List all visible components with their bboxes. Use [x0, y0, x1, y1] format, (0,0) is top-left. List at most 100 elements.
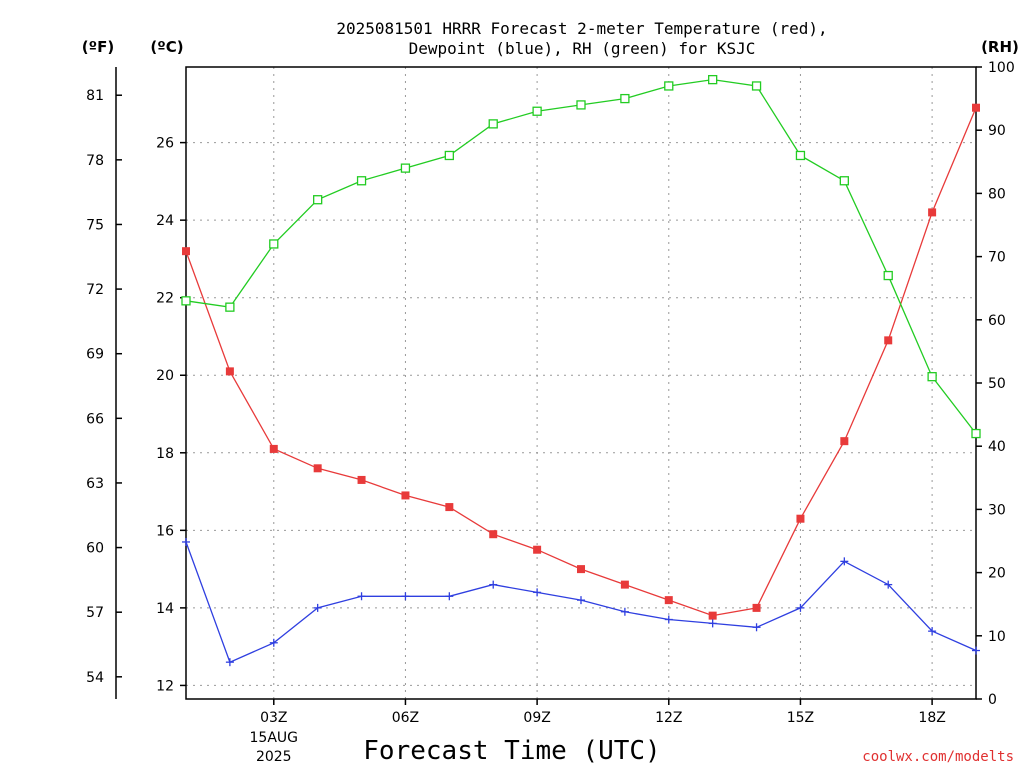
dewpoint-point — [928, 627, 937, 636]
x-tick-label: 12Z — [655, 710, 682, 726]
temperature-series — [182, 103, 980, 620]
dewpoint-series — [182, 537, 980, 667]
rh-unit-label: (RH) — [981, 38, 1019, 56]
dewpoint-point — [401, 592, 410, 601]
celsius-tick-label: 12 — [156, 678, 174, 694]
dewpoint-point — [840, 557, 849, 566]
celsius-tick-label: 18 — [156, 446, 174, 462]
rh-point — [971, 428, 981, 439]
celsius-tick-label: 16 — [156, 523, 174, 539]
rh-point — [532, 106, 542, 116]
rh-tick-label: 90 — [988, 123, 1006, 139]
fahrenheit-tick-label: 78 — [86, 153, 104, 169]
rh-line — [185, 78, 977, 434]
temperature-point — [577, 565, 585, 574]
dewpoint-point — [620, 607, 629, 616]
rh-tick-label: 10 — [988, 629, 1006, 645]
temperature-point — [752, 603, 761, 612]
dewpoint-point — [752, 623, 761, 632]
rh-series — [181, 74, 981, 439]
plot-frame — [185, 66, 977, 700]
celsius-tick-label: 14 — [156, 601, 174, 617]
temperature-point — [533, 545, 542, 554]
dewpoint-point — [489, 580, 498, 589]
fahrenheit-tick-label: 57 — [86, 605, 104, 621]
dewpoint-point — [972, 646, 980, 655]
rh-point — [927, 372, 937, 382]
rh-point — [181, 296, 191, 306]
tick-labels: 12 14 16 18 20 22 24 26 54 57 60 63 66 69 72 75 78 81 0 10 2… — [86, 60, 1015, 765]
celsius-tick-label: 24 — [156, 213, 174, 229]
temperature-point — [401, 491, 410, 500]
rh-tick-label: 50 — [988, 376, 1006, 392]
dewpoint-point — [313, 603, 322, 612]
fahrenheit-tick-label: 75 — [86, 217, 104, 233]
axes — [115, 66, 982, 705]
dewpoint-point — [708, 619, 717, 628]
rh-point — [225, 302, 235, 312]
temperature-point — [313, 464, 322, 473]
temperature-point — [972, 103, 980, 112]
fahrenheit-tick-label: 81 — [86, 88, 104, 104]
celsius-tick-label: 22 — [156, 291, 174, 307]
rh-point — [839, 176, 849, 186]
temperature-point — [796, 514, 805, 523]
temperature-point — [708, 611, 717, 620]
x-tick-date-label: 2025 — [256, 749, 292, 765]
rh-point — [883, 270, 893, 281]
fahrenheit-unit-label: (ºF) — [82, 38, 114, 56]
rh-point — [313, 195, 323, 205]
dewpoint-point — [182, 537, 190, 546]
fahrenheit-tick-label: 69 — [86, 347, 104, 363]
rh-point — [576, 100, 586, 110]
rh-tick-label: 20 — [988, 566, 1006, 582]
temperature-line — [185, 107, 977, 617]
temperature-point — [620, 580, 629, 589]
dewpoint-point — [445, 592, 454, 601]
x-tick-label: 03Z — [260, 710, 287, 726]
dewpoint-point — [269, 638, 278, 647]
x-tick-label: 06Z — [392, 710, 419, 726]
celsius-unit-label: (ºC) — [150, 38, 183, 56]
rh-point — [620, 93, 630, 104]
x-tick-label: 15Z — [787, 710, 814, 726]
temperature-point — [884, 336, 893, 345]
temperature-point — [445, 503, 454, 512]
rh-point — [400, 163, 411, 173]
rh-point — [488, 119, 498, 129]
dewpoint-point — [577, 596, 585, 605]
rh-point — [664, 81, 674, 91]
rh-point — [444, 150, 454, 161]
temperature-point — [225, 367, 234, 376]
celsius-tick-label: 20 — [156, 368, 174, 384]
fahrenheit-tick-label: 72 — [86, 282, 104, 298]
chart-title-line-2: Dewpoint (blue), RH (green) for KSJC — [409, 39, 756, 58]
temperature-point — [489, 530, 498, 539]
rh-tick-label: 80 — [988, 186, 1006, 202]
temperature-point — [840, 437, 849, 446]
dewpoint-point — [664, 615, 673, 624]
dewpoint-point — [357, 592, 366, 601]
temperature-point — [269, 444, 278, 453]
x-tick-label: 18Z — [918, 710, 945, 726]
rh-point — [751, 81, 762, 91]
dewpoint-point — [884, 580, 893, 589]
grid-lines — [186, 67, 976, 699]
dewpoint-point — [796, 603, 805, 612]
dewpoint-point — [533, 588, 542, 597]
rh-point — [356, 176, 367, 186]
rh-point — [708, 74, 718, 85]
fahrenheit-tick-label: 63 — [86, 476, 104, 492]
fahrenheit-tick-label: 60 — [86, 541, 104, 557]
source-credit: coolwx.com/modelts — [862, 749, 1014, 765]
x-tick-date-label: 15AUG — [250, 730, 299, 746]
x-axis-title: Forecast Time (UTC) — [363, 736, 660, 766]
temperature-point — [182, 247, 190, 256]
rh-tick-label: 30 — [988, 502, 1006, 518]
fahrenheit-tick-label: 66 — [86, 411, 104, 427]
temperature-point — [928, 208, 937, 217]
rh-tick-label: 60 — [988, 313, 1006, 329]
dewpoint-point — [225, 658, 234, 667]
chart-title-line-1: 2025081501 HRRR Forecast 2-meter Tempera… — [336, 19, 827, 38]
